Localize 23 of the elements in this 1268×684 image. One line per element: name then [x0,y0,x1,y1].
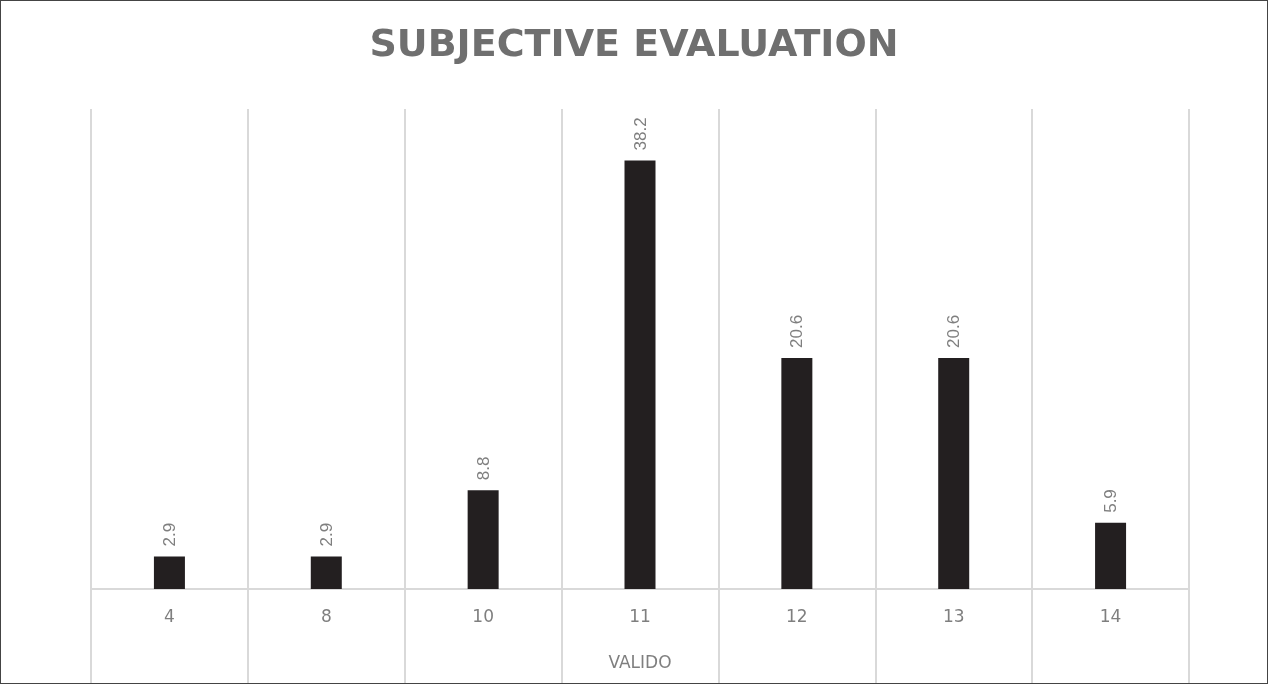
data-label: 8.8 [473,456,493,481]
bar [1095,522,1127,589]
data-label: 2.9 [159,522,179,547]
data-label: 38.2 [630,117,650,151]
data-label: 2.9 [316,522,336,547]
data-label: 20.6 [944,314,964,348]
bar [624,160,656,589]
x-tick-label: 14 [1099,605,1122,626]
x-axis-title: VALIDO [608,651,672,672]
chart-title: SUBJECTIVE EVALUATION [369,21,899,65]
data-label: 5.9 [1101,489,1121,513]
x-tick-label: 8 [320,605,332,626]
bar [938,357,970,589]
x-tick-label: 11 [629,605,651,626]
x-tick-label: 4 [164,605,175,626]
bar [153,556,185,589]
bar [467,490,499,589]
bar [781,357,813,589]
bar [310,556,342,589]
x-tick-label: 10 [472,605,494,626]
x-tick-label: 13 [942,605,965,626]
x-tick-label: 12 [786,605,808,626]
data-label: 20.6 [787,314,807,348]
